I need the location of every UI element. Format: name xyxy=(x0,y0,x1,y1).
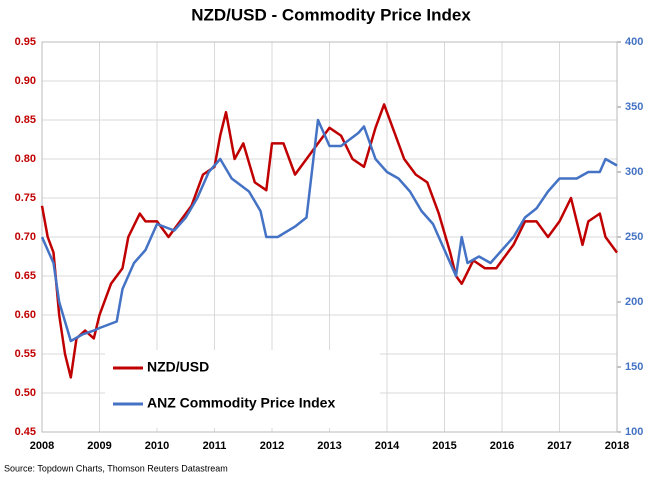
y-tick-label: 0.60 xyxy=(15,309,36,321)
x-tick-label: 2008 xyxy=(30,440,54,452)
x-tick-label: 2017 xyxy=(547,440,571,452)
y-tick-label: 0.55 xyxy=(15,348,36,360)
series-line xyxy=(40,118,618,343)
y-tick-label: 0.95 xyxy=(15,36,36,48)
x-tick-label: 2011 xyxy=(203,440,227,452)
x-tick-label: 2015 xyxy=(432,440,456,452)
y2-tick-label: 200 xyxy=(625,296,643,308)
y-tick-label: 0.45 xyxy=(15,426,36,438)
y2-tick-label: 250 xyxy=(625,231,643,243)
y-tick-label: 0.80 xyxy=(15,153,36,165)
series-line xyxy=(40,103,619,379)
y2-tick-label: 150 xyxy=(625,361,643,373)
y-tick-label: 0.75 xyxy=(15,192,36,204)
y2-tick-label: 300 xyxy=(625,166,643,178)
y-tick-label: 0.85 xyxy=(15,114,36,126)
y-tick-label: 0.70 xyxy=(15,231,36,243)
x-tick-label: 2016 xyxy=(490,440,514,452)
x-tick-label: 2010 xyxy=(145,440,169,452)
chart-title: NZD/USD - Commodity Price Index xyxy=(191,5,471,24)
x-tick-label: 2018 xyxy=(605,440,629,452)
y-tick-label: 0.90 xyxy=(15,75,36,87)
legend-box xyxy=(105,350,380,428)
x-tick-label: 2013 xyxy=(317,440,341,452)
y2-tick-label: 400 xyxy=(625,36,643,48)
y-tick-label: 0.65 xyxy=(15,270,36,282)
y-tick-label: 0.50 xyxy=(15,387,36,399)
x-tick-label: 2014 xyxy=(375,440,400,452)
legend-label: NZD/USD xyxy=(147,359,209,375)
x-tick-label: 2012 xyxy=(260,440,284,452)
y2-tick-label: 350 xyxy=(625,101,643,113)
x-tick-label: 2009 xyxy=(87,440,111,452)
source-note: Source: Topdown Charts, Thomson Reuters … xyxy=(4,463,228,473)
y2-tick-label: 100 xyxy=(625,426,643,438)
legend-label: ANZ Commodity Price Index xyxy=(147,395,335,411)
